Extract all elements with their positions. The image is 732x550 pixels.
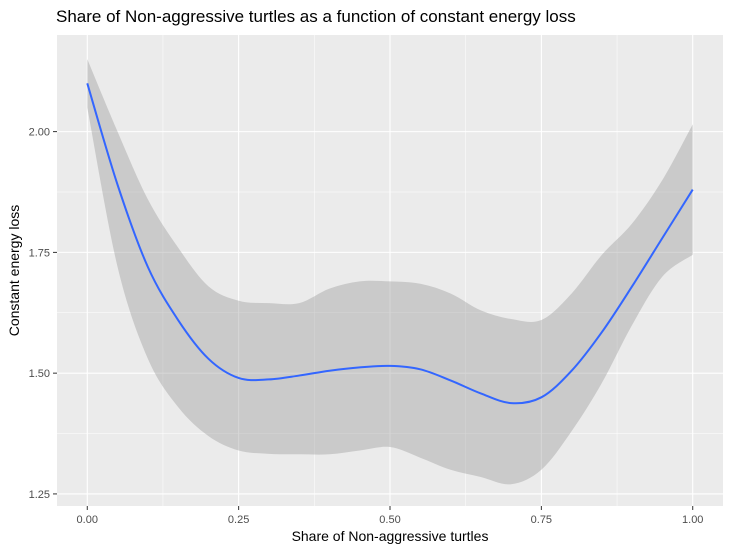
x-tick-label: 0.50 — [379, 514, 400, 526]
x-tick-label: 0.00 — [77, 514, 98, 526]
y-axis-title: Constant energy loss — [6, 205, 22, 337]
x-tick-label: 0.75 — [531, 514, 552, 526]
x-axis-title: Share of Non-aggressive turtles — [292, 528, 489, 544]
y-tick-label: 1.75 — [29, 247, 50, 259]
y-tick-label: 1.50 — [29, 368, 50, 380]
chart-title: Share of Non-aggressive turtles as a fun… — [56, 7, 576, 26]
x-tick-label: 0.25 — [228, 514, 249, 526]
y-tick-label: 1.25 — [29, 489, 50, 501]
x-axis-ticks: 0.00 0.25 0.50 0.75 1.00 — [77, 506, 703, 526]
y-axis-ticks: 1.25 1.50 1.75 2.00 — [29, 127, 57, 501]
major-gridlines — [57, 35, 723, 506]
y-tick-label: 2.00 — [29, 127, 50, 139]
smoothed-line — [86, 83, 694, 405]
x-tick-label: 1.00 — [682, 514, 703, 526]
